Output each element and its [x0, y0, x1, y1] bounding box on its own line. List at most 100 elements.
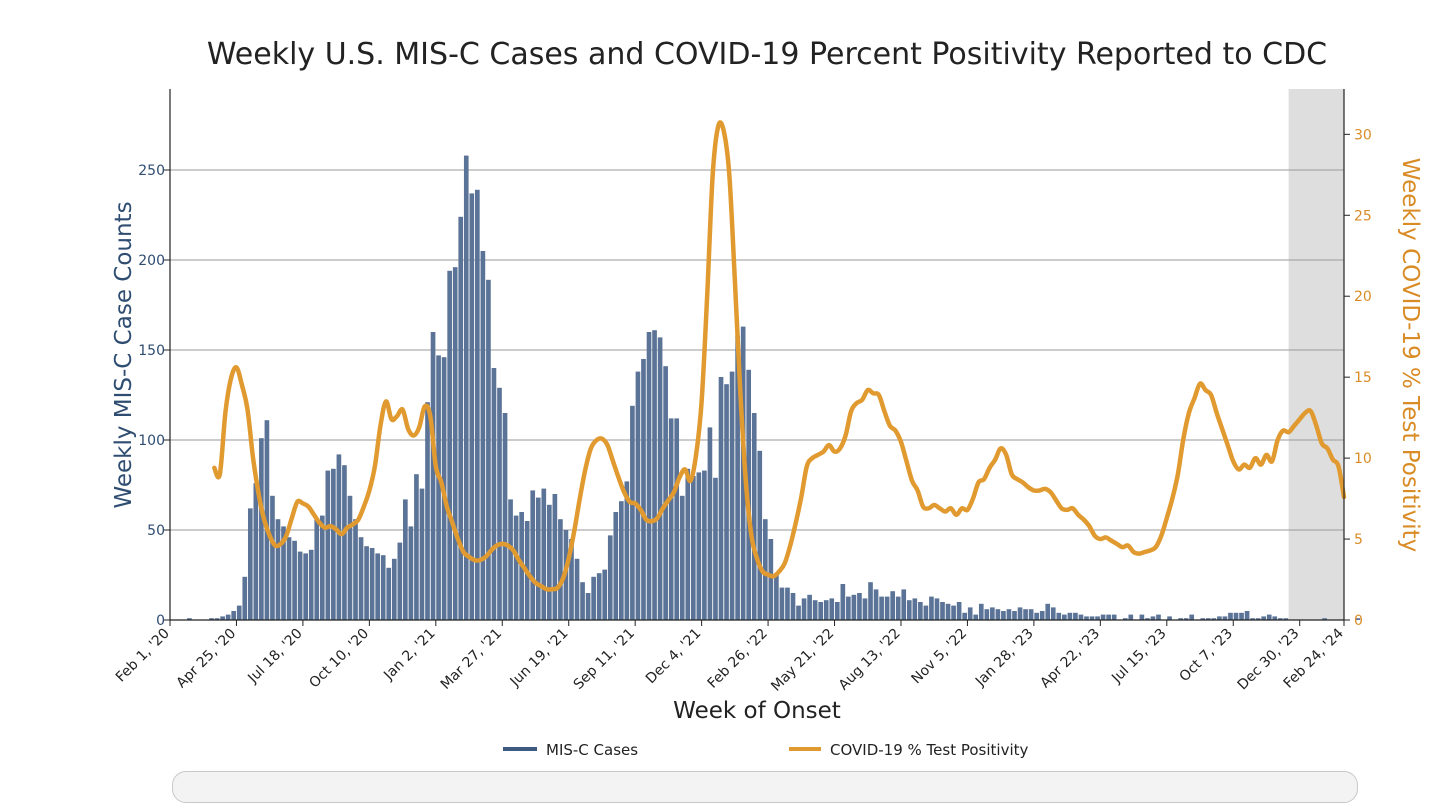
case-bar: [1189, 614, 1195, 620]
y-tick-label: 0: [156, 613, 165, 629]
case-bar: [314, 519, 320, 620]
case-bar: [1111, 614, 1117, 620]
case-bar: [358, 537, 364, 620]
case-bar: [1200, 618, 1206, 620]
case-bar: [879, 596, 884, 620]
case-bar: [657, 337, 663, 620]
legend: MIS-C Cases COVID-19 % Test Positivity: [503, 741, 1028, 759]
case-bar: [342, 465, 347, 620]
case-bar: [1178, 618, 1183, 620]
case-bar: [463, 155, 469, 620]
case-bar: [1106, 614, 1111, 620]
x-tick-label: May 21, '22: [768, 626, 837, 695]
case-bar: [336, 454, 342, 620]
case-bar: [1056, 612, 1062, 620]
case-bar: [851, 594, 857, 620]
x-tick-label: Apr 22, '23: [1037, 626, 1103, 692]
case-bar: [1239, 612, 1244, 620]
case-bar: [1183, 618, 1189, 620]
case-bar: [940, 602, 945, 620]
case-bar: [663, 366, 668, 620]
positivity-line: [212, 120, 1347, 592]
case-bar: [724, 384, 729, 620]
case-bar: [956, 602, 962, 620]
case-bar: [1045, 603, 1051, 620]
case-bar: [596, 573, 602, 620]
case-bar: [447, 270, 452, 620]
x-tick-label: Jul 18, '20: [244, 626, 305, 687]
case-bar: [220, 616, 225, 620]
y2-tick-label: 30: [1354, 127, 1372, 143]
case-bar: [436, 355, 441, 620]
case-bar: [613, 512, 619, 620]
shaded-region: [1288, 89, 1344, 620]
case-bar: [1205, 618, 1211, 620]
y2-axis-label: Weekly COVID-19 % Test Positivity: [1397, 158, 1423, 553]
case-bar: [1073, 612, 1078, 620]
case-bar: [945, 603, 951, 620]
case-bar: [873, 589, 879, 620]
x-tick-label: Jan 2, '21: [380, 626, 438, 684]
x-axis-label: Week of Onset: [673, 698, 841, 724]
case-bar: [1261, 616, 1267, 620]
case-bar: [353, 519, 358, 620]
case-bar: [846, 596, 851, 620]
legend-label-cases: MIS-C Cases: [546, 741, 638, 759]
case-bar: [1078, 614, 1084, 620]
case-bar: [1150, 616, 1156, 620]
case-bar: [391, 558, 397, 620]
case-bar: [679, 495, 685, 620]
case-bar: [408, 526, 414, 620]
x-tick-label: Jul 15, '23: [1108, 626, 1169, 687]
case-bar: [303, 553, 309, 620]
y2-tick-label: 25: [1354, 208, 1372, 224]
case-bar: [1034, 612, 1039, 620]
case-bar: [375, 553, 380, 620]
case-bar: [912, 598, 918, 620]
case-bar: [895, 596, 901, 620]
case-bar: [685, 468, 691, 620]
case-bar: [1001, 611, 1006, 620]
y2-tick-label: 20: [1354, 289, 1372, 305]
y-tick-label: 150: [138, 343, 165, 359]
case-bar: [774, 573, 779, 620]
case-bar: [469, 193, 475, 620]
case-bar: [812, 600, 818, 620]
case-bar: [652, 330, 657, 620]
case-bar: [347, 495, 353, 620]
case-bar: [414, 474, 419, 620]
case-bar: [380, 555, 386, 620]
x-tick-label: Sep 11, '21: [571, 626, 638, 693]
case-bar: [1145, 618, 1150, 620]
case-bar: [990, 607, 995, 620]
case-bar: [535, 497, 541, 620]
case-bar: [480, 251, 486, 620]
case-bar: [735, 335, 740, 620]
case-bar: [1272, 616, 1278, 620]
y-tick-label: 100: [138, 433, 165, 449]
case-bar: [785, 587, 790, 620]
case-bar: [1277, 618, 1283, 620]
case-bar: [281, 526, 286, 620]
case-bar: [225, 614, 231, 620]
case-bar: [1023, 609, 1028, 620]
case-bar: [1222, 616, 1228, 620]
case-bar: [1084, 616, 1089, 620]
case-bar: [1322, 618, 1327, 620]
case-bar: [768, 539, 774, 620]
case-bar: [796, 605, 801, 620]
x-tick-label: Oct 10, '20: [306, 626, 372, 692]
case-bar: [1228, 612, 1233, 620]
y2-tick-label: 0: [1354, 613, 1363, 629]
x-tick-label: Mar 27, '21: [438, 626, 505, 693]
case-bar: [331, 468, 336, 620]
case-bar: [1006, 609, 1012, 620]
case-bar: [397, 542, 403, 620]
case-bar: [1067, 612, 1073, 620]
case-bar: [901, 589, 907, 620]
case-bar: [580, 582, 585, 620]
case-bar: [696, 472, 702, 620]
case-bar: [364, 546, 369, 620]
case-bar: [923, 605, 929, 620]
case-bar: [275, 519, 281, 620]
